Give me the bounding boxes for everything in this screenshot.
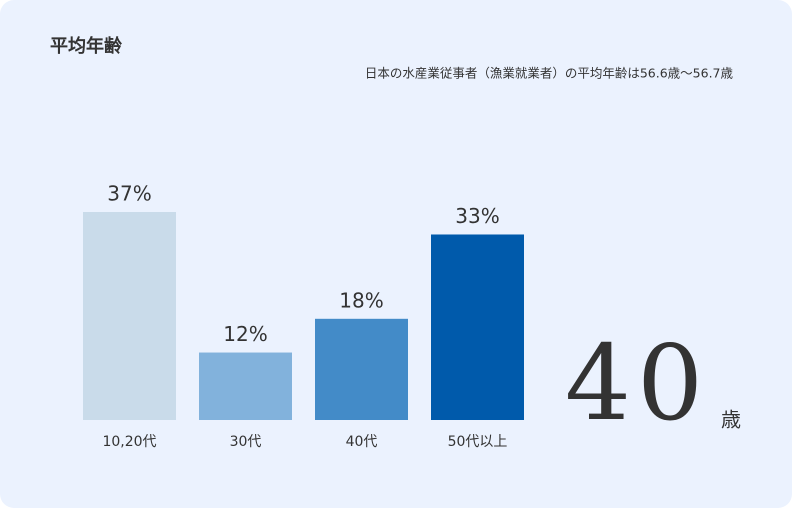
value-label: 18% [339, 288, 383, 312]
chart-title: 平均年齢 [50, 35, 123, 57]
big-number-unit: 歳 [721, 408, 741, 432]
value-label: 37% [107, 182, 151, 206]
x-tick-label: 40代 [346, 434, 378, 450]
value-label: 33% [455, 204, 499, 228]
bar [83, 212, 176, 420]
chart-subtitle: 日本の水産業従事者（漁業就業者）の平均年齢は56.6歳〜56.7歳 [365, 66, 734, 81]
bar [315, 318, 408, 420]
x-tick-label: 10,20代 [102, 434, 156, 450]
x-tick-label: 50代以上 [448, 434, 508, 450]
big-number: 40 [565, 322, 709, 444]
bar [431, 234, 524, 420]
x-tick-label: 30代 [230, 434, 262, 450]
value-label: 12% [223, 322, 267, 346]
bar [199, 352, 292, 420]
